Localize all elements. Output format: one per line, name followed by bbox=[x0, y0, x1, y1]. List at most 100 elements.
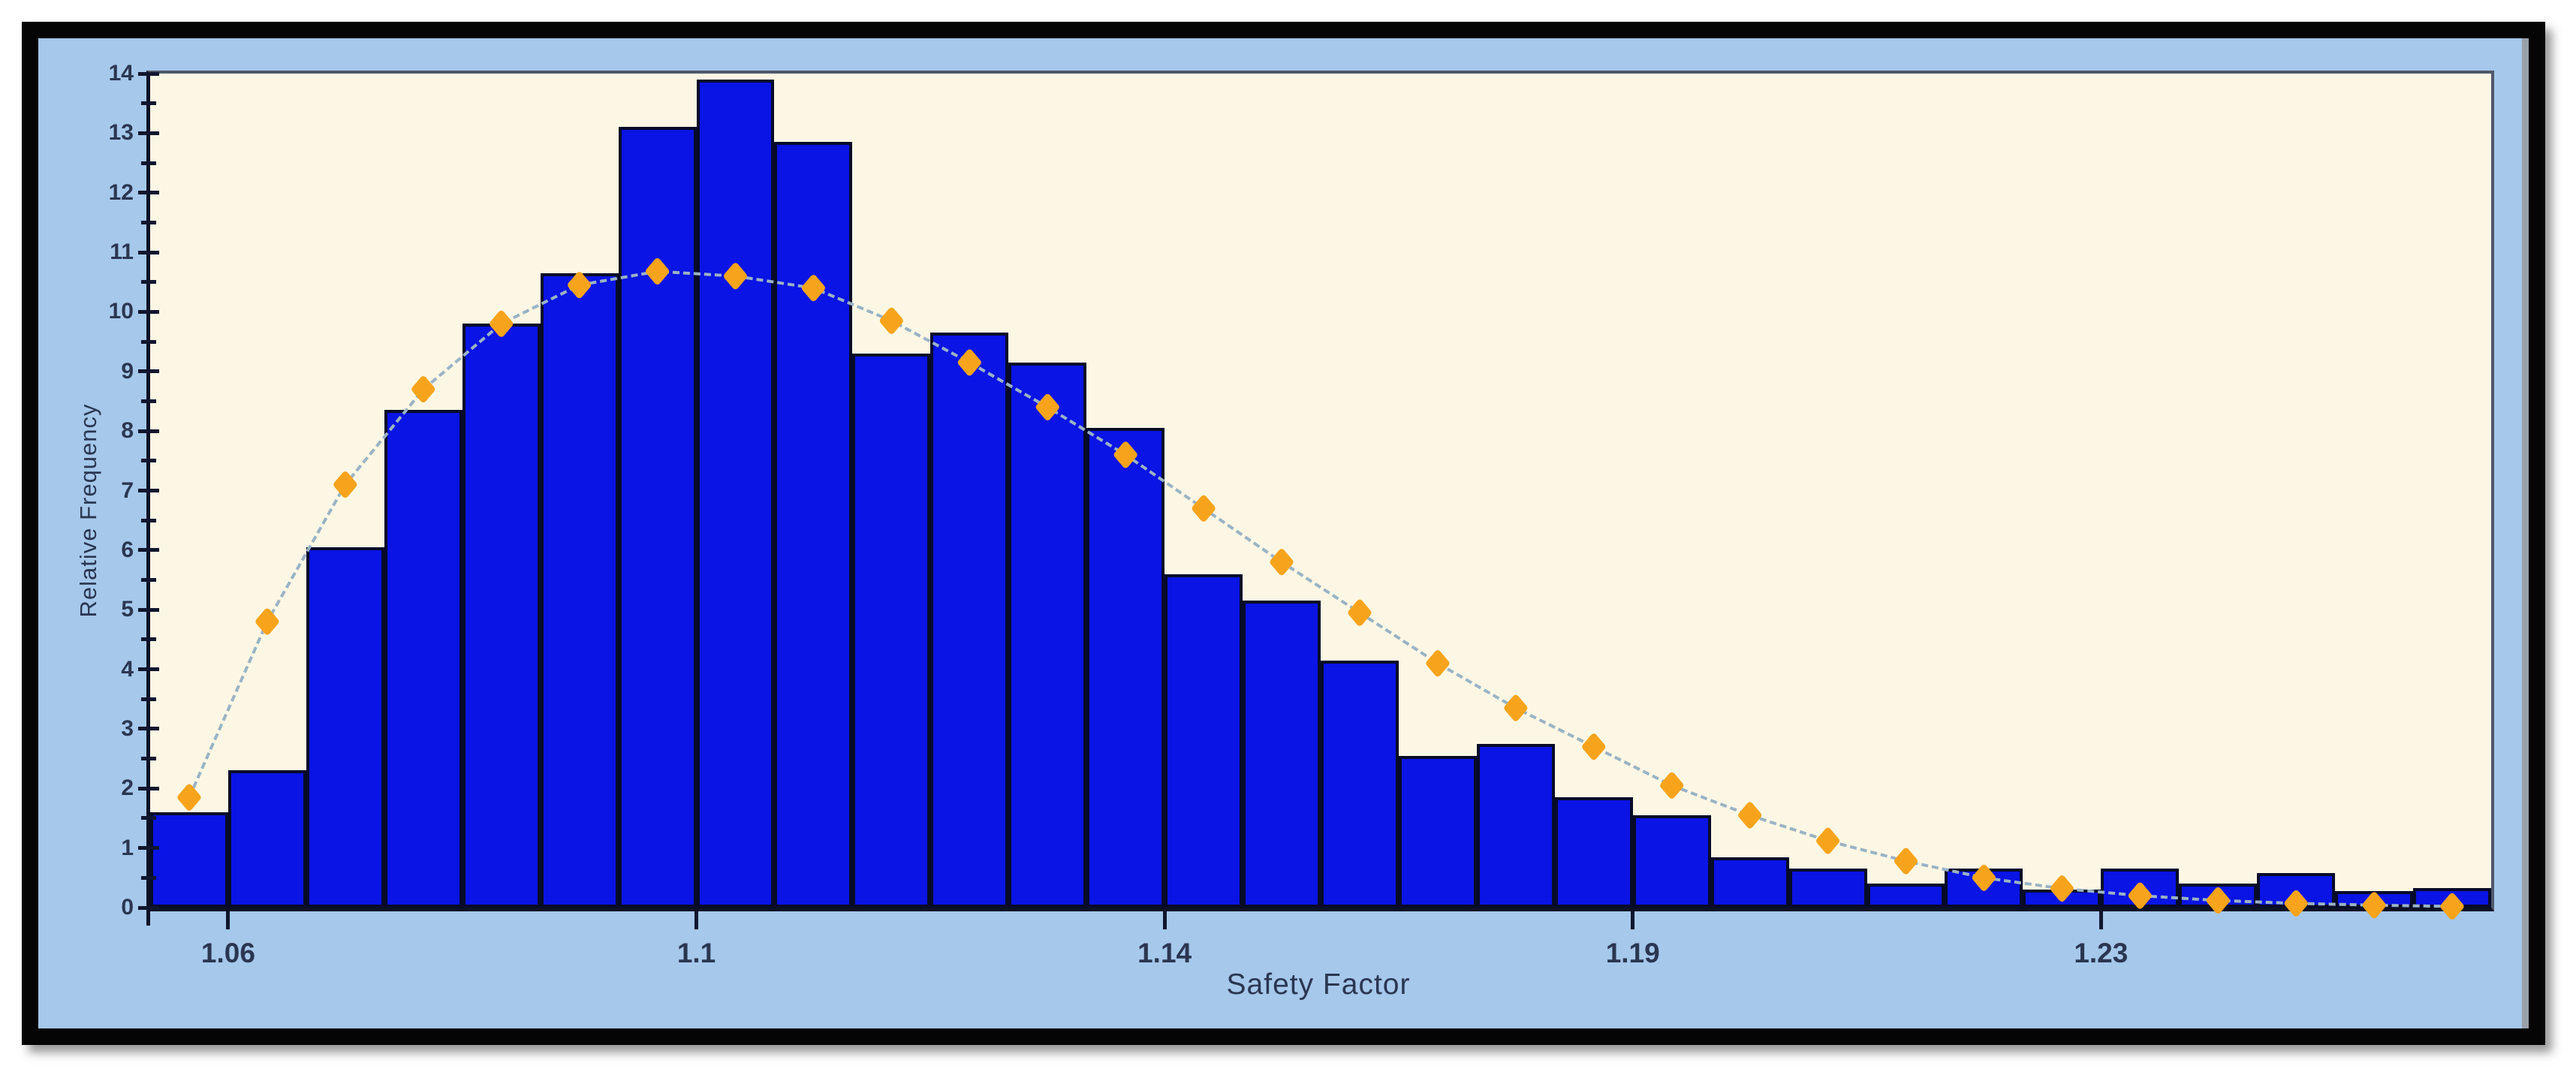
y-axis-tick-label: 4 bbox=[121, 656, 134, 682]
y-axis-major-tick bbox=[138, 727, 159, 731]
x-axis-tick-label: 1.23 bbox=[2074, 938, 2129, 968]
y-axis-tick-label: 7 bbox=[121, 477, 134, 503]
histogram-bar bbox=[852, 353, 931, 908]
x-axis-tick-label: 1.14 bbox=[1137, 938, 1192, 968]
x-axis-tick bbox=[2098, 911, 2103, 929]
y-axis-major-tick bbox=[138, 131, 159, 135]
histogram-bar bbox=[1554, 797, 1633, 908]
fit-curve-point bbox=[1816, 827, 1840, 854]
histogram-bar bbox=[1008, 362, 1087, 908]
y-axis-tick-label: 11 bbox=[110, 239, 134, 265]
histogram-bar bbox=[384, 410, 462, 908]
y-axis-tick-label: 3 bbox=[121, 715, 134, 741]
y-axis-tick-label: 2 bbox=[121, 775, 134, 801]
fit-curve-point bbox=[724, 263, 747, 290]
histogram-bar bbox=[1243, 601, 1321, 908]
x-axis-tick bbox=[1631, 911, 1635, 929]
fit-curve-point bbox=[2128, 882, 2152, 909]
x-axis-tick-label: 1.1 bbox=[676, 938, 716, 968]
fit-curve-point bbox=[2362, 892, 2386, 919]
histogram-bar bbox=[1632, 815, 1711, 908]
y-axis-minor-tick bbox=[141, 339, 156, 344]
y-axis-tick-label: 5 bbox=[121, 597, 134, 622]
x-axis-tick bbox=[694, 911, 699, 929]
histogram-bar bbox=[1086, 428, 1165, 908]
fit-curve-point bbox=[1192, 495, 1216, 522]
x-axis-tick bbox=[226, 911, 230, 929]
y-axis-title: Relative Frequency bbox=[75, 403, 101, 618]
histogram-bar bbox=[227, 770, 306, 908]
fit-curve-point bbox=[1348, 599, 1372, 626]
histogram-bar bbox=[1398, 755, 1477, 908]
fit-curve-point bbox=[2284, 890, 2308, 917]
y-axis-tick-label: 8 bbox=[121, 418, 134, 444]
y-axis-major-tick bbox=[138, 71, 159, 76]
fit-curve-point bbox=[1582, 733, 1606, 760]
y-axis-minor-tick bbox=[141, 637, 156, 642]
y-axis-major-tick bbox=[138, 548, 159, 553]
fit-curve-point bbox=[177, 784, 201, 811]
fit-curve-point bbox=[801, 275, 825, 302]
y-axis-major-tick bbox=[138, 429, 159, 433]
fit-curve-line bbox=[188, 270, 2453, 908]
x-axis-tick-label: 1.19 bbox=[1605, 938, 1660, 968]
y-axis-minor-tick bbox=[141, 220, 156, 224]
histogram-bars-layer bbox=[150, 74, 2491, 908]
y-axis-minor-tick bbox=[141, 757, 156, 761]
histogram-bar bbox=[1788, 869, 1867, 908]
histogram-bar bbox=[618, 127, 697, 908]
y-axis-major-tick bbox=[138, 191, 159, 195]
histogram-bar bbox=[1321, 660, 1399, 908]
y-axis-minor-tick bbox=[141, 816, 156, 821]
y-axis-minor-tick bbox=[141, 399, 156, 403]
y-axis-tick-label: 14 bbox=[108, 61, 134, 86]
y-axis-tick-label: 1 bbox=[121, 835, 134, 860]
y-axis-minor-tick bbox=[141, 518, 156, 522]
fit-curve-point bbox=[2440, 893, 2464, 920]
y-axis-minor-tick bbox=[141, 280, 156, 285]
x-axis-tick-label: 1.06 bbox=[200, 938, 255, 968]
fit-curve-point bbox=[1270, 549, 1294, 576]
fit-curve-point bbox=[1113, 441, 1137, 468]
fit-curve-point bbox=[1972, 864, 1996, 891]
histogram-bar bbox=[696, 79, 775, 908]
y-axis-major-tick bbox=[138, 250, 159, 254]
y-axis-minor-tick bbox=[141, 697, 156, 701]
histogram-bar bbox=[150, 812, 228, 908]
histogram-bar bbox=[462, 324, 541, 908]
y-axis-tick-label: 6 bbox=[121, 537, 134, 562]
histogram-bar bbox=[306, 547, 384, 908]
y-axis-minor-tick bbox=[141, 578, 156, 583]
histogram-bar bbox=[1866, 884, 1945, 908]
y-axis-tick-label: 12 bbox=[108, 179, 134, 205]
y-axis-tick-label: 13 bbox=[108, 120, 134, 146]
x-axis-title: Safety Factor bbox=[1226, 968, 1411, 1001]
fit-curve-point bbox=[879, 307, 903, 334]
fit-curve-point bbox=[1738, 802, 1762, 829]
histogram-bar bbox=[1164, 574, 1243, 908]
y-axis-minor-tick bbox=[141, 101, 156, 106]
y-axis-major-tick bbox=[138, 309, 159, 314]
y-axis-major-tick bbox=[138, 846, 159, 851]
histogram-bar bbox=[774, 142, 853, 908]
fit-curve-point bbox=[1894, 848, 1918, 875]
fit-curve-point bbox=[490, 310, 514, 337]
y-axis-major-tick bbox=[138, 667, 159, 672]
y-axis-minor-tick bbox=[141, 875, 156, 880]
fit-curve-point bbox=[255, 608, 279, 635]
fit-curve-point bbox=[568, 272, 592, 299]
x-axis-tick bbox=[1162, 911, 1167, 929]
fit-curve-point bbox=[333, 471, 357, 498]
plot-area bbox=[146, 71, 2494, 920]
fit-curve-point bbox=[1035, 393, 1059, 420]
y-axis-tick-label: 10 bbox=[108, 299, 134, 324]
y-axis-minor-tick bbox=[141, 459, 156, 463]
fit-curve-layer bbox=[177, 257, 2464, 920]
fit-curve-point bbox=[1504, 694, 1528, 721]
fit-curve-point bbox=[1426, 650, 1450, 677]
y-axis-major-tick bbox=[138, 607, 159, 612]
fit-curve-point bbox=[2206, 887, 2230, 914]
histogram-bar bbox=[1476, 743, 1555, 908]
fit-curve-point bbox=[2050, 875, 2074, 902]
